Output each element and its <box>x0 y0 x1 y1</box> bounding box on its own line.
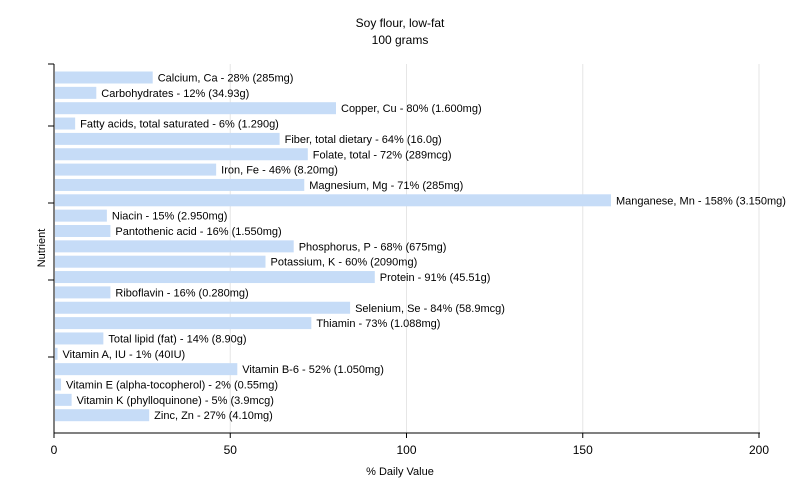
bar <box>55 347 58 360</box>
x-tick-label: 150 <box>573 443 593 457</box>
bar-label: Riboflavin - 16% (0.280mg) <box>115 287 248 299</box>
bar-label: Iron, Fe - 46% (8.20mg) <box>221 165 338 177</box>
bar-label: Zinc, Zn - 27% (4.10mg) <box>154 410 273 422</box>
bar-label: Vitamin E (alpha-tocopherol) - 2% (0.55m… <box>66 380 278 392</box>
y-axis-label: Nutrient <box>36 228 48 268</box>
bar-label: Manganese, Mn - 158% (3.150mg) <box>616 195 786 207</box>
bar <box>55 409 150 422</box>
bar <box>55 132 280 145</box>
bar-label: Magnesium, Mg - 71% (285mg) <box>309 180 463 192</box>
bar <box>55 194 611 207</box>
bar-label: Vitamin K (phylloquinone) - 5% (3.9mcg) <box>77 395 274 407</box>
bar-label: Niacin - 15% (2.950mg) <box>112 211 228 223</box>
bar-label: Carbohydrates - 12% (34.93g) <box>101 88 249 100</box>
bar <box>55 71 153 84</box>
chart-subtitle: 100 grams <box>371 33 429 47</box>
bar <box>55 86 97 99</box>
bar <box>55 117 76 130</box>
bar <box>55 363 238 376</box>
x-tick-label: 100 <box>396 443 416 457</box>
bar <box>55 378 62 391</box>
bar <box>55 102 336 115</box>
bar <box>55 286 111 299</box>
x-axis-label: % Daily Value <box>366 466 434 478</box>
bar <box>55 393 72 406</box>
x-tick-label: 50 <box>224 443 238 457</box>
bar-label: Protein - 91% (45.51g) <box>380 272 491 284</box>
bar-label: Vitamin A, IU - 1% (40IU) <box>63 349 186 361</box>
bar-label: Total lipid (fat) - 14% (8.90g) <box>108 333 246 345</box>
bar-label: Thiamin - 73% (1.088mg) <box>316 318 440 330</box>
x-tick-label: 0 <box>51 443 58 457</box>
bar <box>55 332 104 345</box>
bar <box>55 209 107 222</box>
bar-label: Calcium, Ca - 28% (285mg) <box>158 73 294 85</box>
bar <box>55 255 266 268</box>
bar-label: Fiber, total dietary - 64% (16.0g) <box>285 134 442 146</box>
bar-label: Fatty acids, total saturated - 6% (1.290… <box>80 119 279 131</box>
bar <box>55 271 375 284</box>
bar <box>55 225 111 237</box>
bar-label: Potassium, K - 60% (2090mg) <box>271 257 418 269</box>
bar <box>55 148 308 161</box>
bar <box>55 317 312 330</box>
bar <box>55 163 217 176</box>
chart-title: Soy flour, low-fat <box>355 16 445 30</box>
bar <box>55 240 294 253</box>
bar-label: Selenium, Se - 84% (58.9mcg) <box>355 303 505 315</box>
bar-label: Vitamin B-6 - 52% (1.050mg) <box>242 364 384 376</box>
bar-label: Phosphorus, P - 68% (675mg) <box>299 241 447 253</box>
bar-label: Folate, total - 72% (289mcg) <box>313 149 452 161</box>
bar-label: Copper, Cu - 80% (1.600mg) <box>341 103 482 115</box>
x-tick-label: 200 <box>749 443 769 457</box>
bar <box>55 178 305 191</box>
bar-label: Pantothenic acid - 16% (1.550mg) <box>115 226 281 238</box>
bar <box>55 301 351 314</box>
